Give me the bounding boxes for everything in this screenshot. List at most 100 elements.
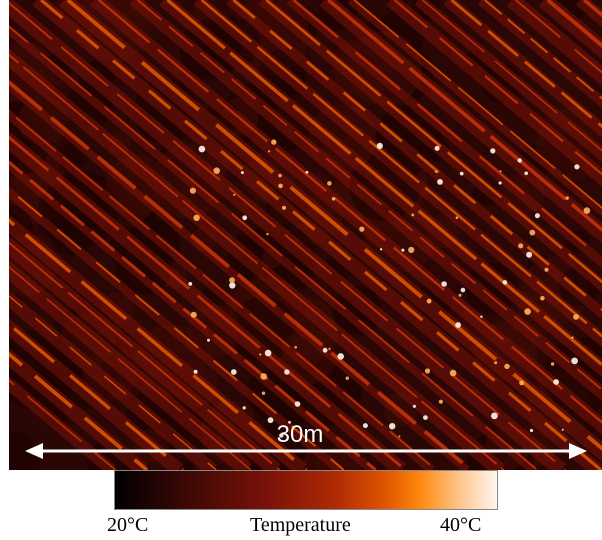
thermal-stripe	[9, 160, 377, 470]
thermal-hotspot	[268, 150, 271, 153]
colorbar-title: Temperature	[250, 514, 351, 536]
thermal-hotspot	[583, 207, 591, 214]
thermal-hotspot	[494, 361, 498, 365]
thermal-hotspot	[260, 373, 267, 380]
thermal-hotspot	[261, 391, 266, 395]
thermal-stripe	[66, 0, 602, 451]
thermal-hotspot	[264, 349, 272, 357]
thermal-hotspot	[491, 412, 498, 420]
thermal-stripe	[450, 0, 602, 129]
thermal-band	[9, 48, 505, 470]
temperature-colorbar	[114, 470, 498, 510]
thermal-stripe	[393, 0, 602, 176]
thermal-band	[9, 109, 435, 470]
thermal-band	[286, 0, 602, 269]
thermal-hotspot	[434, 170, 438, 173]
thermal-hotspot	[376, 142, 383, 149]
thermal-hotspot	[526, 251, 533, 258]
thermal-hotspot	[188, 282, 193, 286]
thermal-hotspot	[561, 428, 564, 431]
thermal-patch	[465, 262, 519, 315]
thermal-hotspot	[322, 347, 328, 353]
thermal-stripe	[232, 0, 602, 312]
scale-arrow	[25, 443, 587, 459]
thermal-hotspot	[441, 281, 447, 287]
thermal-hotspot	[459, 171, 464, 176]
colorbar-max-label: 40°C	[440, 514, 482, 536]
thermal-hotspot	[524, 171, 528, 176]
thermal-band	[90, 0, 602, 435]
scale-label: 30m	[276, 421, 324, 448]
thermal-band	[9, 318, 184, 470]
thermal-hotspot	[540, 296, 545, 301]
thermal-stripe	[9, 218, 308, 470]
thermal-stripe	[9, 295, 217, 470]
thermal-stripe	[9, 53, 505, 470]
thermal-hotspot	[424, 368, 431, 374]
thermal-hotspot	[449, 369, 457, 377]
thermal-hotspot	[408, 246, 415, 253]
thermal-stripe	[9, 266, 252, 470]
thermal-hotspot	[190, 311, 197, 318]
thermal-hotspot	[499, 170, 502, 173]
thermal-band	[9, 160, 375, 470]
thermal-hotspot	[193, 214, 200, 221]
thermal-stripe	[39, 0, 602, 470]
thermal-hotspot	[438, 399, 443, 404]
thermal-hotspot	[279, 433, 284, 438]
thermal-band	[9, 260, 252, 470]
thermal-hotspot	[550, 362, 555, 366]
thermal-hotspot	[331, 197, 336, 201]
thermal-hotspot	[198, 145, 206, 153]
thermal-band	[258, 0, 602, 293]
thermal-hotspot	[233, 193, 236, 196]
thermal-band	[9, 186, 343, 470]
thermal-hotspot	[305, 170, 309, 174]
thermal-hotspot	[544, 267, 549, 272]
thermal-hotspot	[574, 164, 580, 170]
thermal-hotspot	[458, 293, 462, 297]
thermal-hotspot	[401, 248, 405, 252]
thermal-hotspot	[412, 404, 416, 408]
thermal-hotspot	[271, 139, 277, 145]
thermal-stripe	[9, 25, 538, 470]
thermal-hotspot	[519, 380, 524, 386]
thermal-hotspot	[229, 282, 236, 289]
thermal-stripe	[9, 187, 345, 470]
thermal-hotspot	[434, 145, 440, 151]
thermal-hotspot	[490, 148, 496, 154]
thermal-patch	[9, 431, 40, 470]
thermal-patch	[332, 285, 382, 336]
thermal-hotspot	[517, 158, 522, 163]
thermal-hotspot	[529, 229, 536, 236]
thermal-hotspot	[460, 287, 466, 293]
thermal-stripe	[9, 322, 184, 470]
thermal-hotspot	[437, 179, 443, 185]
thermal-patch	[115, 237, 172, 295]
thermal-band	[386, 0, 602, 187]
thermal-hotspot	[294, 401, 301, 407]
thermal-hotspot	[455, 216, 459, 219]
thermal-hotspot	[328, 347, 331, 350]
thermal-hotspot	[359, 226, 365, 232]
thermal-stripe	[265, 0, 602, 284]
thermal-band	[319, 0, 602, 244]
thermal-band	[9, 24, 536, 470]
thermal-hotspot	[498, 181, 502, 185]
thermal-band	[32, 0, 602, 470]
thermal-hotspot	[398, 435, 401, 438]
thermal-band	[9, 80, 470, 470]
thermal-hotspot	[284, 369, 290, 375]
thermal-band	[9, 236, 281, 470]
thermal-stripe	[327, 0, 602, 233]
thermal-hotspot	[455, 322, 461, 328]
thermal-hotspot	[534, 213, 540, 219]
thermal-hotspot	[337, 353, 345, 360]
thermal-hotspot	[230, 369, 237, 375]
thermal-band	[9, 290, 217, 470]
thermal-stripe	[98, 0, 602, 424]
thermal-hotspot	[278, 183, 283, 189]
thermal-hotspot	[524, 308, 531, 315]
thermal-hotspot	[240, 171, 244, 175]
thermal-hotspot	[480, 315, 483, 318]
